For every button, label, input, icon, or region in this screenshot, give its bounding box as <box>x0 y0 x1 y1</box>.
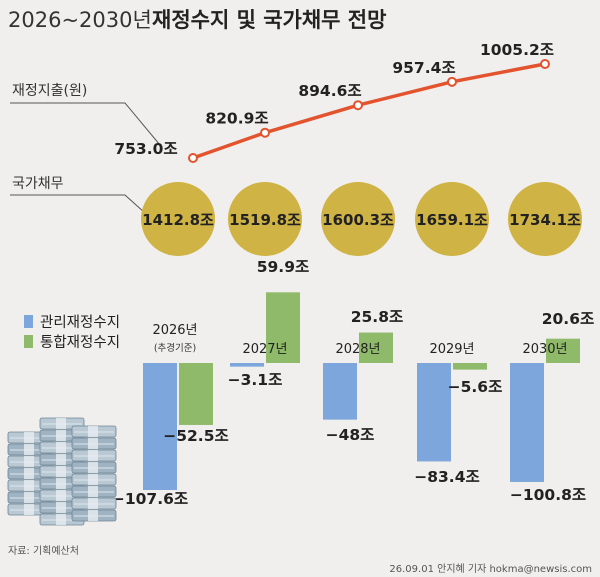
bar-integrated <box>546 338 580 363</box>
debt-value-label: 1600.3조 <box>322 211 394 229</box>
debt-value-label: 1519.8조 <box>229 211 301 229</box>
bar-integrated <box>179 363 213 425</box>
balance-bar-chart: 2026년 (추경기준) 2027년 2028년 2029년 2030년 −107.6조 −3… <box>112 258 594 508</box>
managed-value-label: −48조 <box>326 426 375 444</box>
bar-integrated <box>266 292 300 363</box>
footer-credit: 26.09.01 안지혜 기자 hokma@newsis.com <box>389 563 592 575</box>
expenditure-point <box>260 127 270 138</box>
bar-integrated <box>359 332 393 363</box>
expenditure-value-label: 1005.2조 <box>480 41 554 59</box>
title-years: 2026~2030년 <box>8 8 152 32</box>
debt-value-label: 1659.1조 <box>416 211 488 229</box>
footer-source: 자료: 기획예산처 <box>8 545 79 557</box>
year-label: 2027년 <box>242 342 287 357</box>
debt-circle <box>415 182 489 256</box>
managed-value-label: −107.6조 <box>112 490 188 508</box>
managed-value-label: −83.4조 <box>414 468 480 486</box>
debt-pointer <box>10 194 146 214</box>
label-debt: 국가채무 <box>12 176 64 192</box>
managed-value-label: −3.1조 <box>228 371 283 389</box>
debt-circle <box>141 182 215 256</box>
year-note: (추경기준) <box>154 342 196 354</box>
bar-managed <box>143 363 177 490</box>
debt-circle <box>228 182 302 256</box>
year-label: 2026년 <box>152 323 197 338</box>
label-expenditure: 재정지출(원) <box>12 83 87 99</box>
expenditure-value-label: 820.9조 <box>205 110 268 128</box>
expenditure-value-label: 753.0조 <box>114 140 177 158</box>
debt-circle <box>508 182 582 256</box>
debt-circles: 1412.8조 1519.8조 1600.3조 1659.1조 1734.1조 <box>141 182 582 256</box>
debt-value-label: 1734.1조 <box>509 211 581 229</box>
legend-managed: 관리재정수지 <box>40 314 120 331</box>
legend-integrated: 통합재정수지 <box>40 334 120 351</box>
expenditure-point <box>447 76 457 87</box>
bar-managed <box>323 363 357 420</box>
integrated-value-label: 59.9조 <box>257 258 310 276</box>
bar-managed <box>510 363 544 482</box>
expenditure-point <box>188 153 198 163</box>
expenditure-point <box>540 59 550 69</box>
bar-managed <box>230 363 264 367</box>
integrated-value-label: 25.8조 <box>351 308 404 326</box>
title-main: 재정수지 및 국가채무 전망 <box>152 8 386 32</box>
expenditure-value-label: 957.4조 <box>392 59 455 77</box>
managed-value-label: −100.8조 <box>510 486 586 504</box>
legend-swatch-integrated <box>24 335 33 348</box>
bar-integrated <box>453 363 487 370</box>
integrated-value-label: −52.5조 <box>163 427 229 445</box>
year-label: 2028년 <box>335 342 380 357</box>
expenditure-point <box>353 100 363 111</box>
integrated-value-label: −5.6조 <box>448 378 503 396</box>
debt-value-label: 1412.8조 <box>142 211 214 229</box>
year-label: 2030년 <box>522 342 567 357</box>
expenditure-line-chart: 753.0조 820.9조 894.6조 957.4조 1005.2조 <box>114 41 554 163</box>
bar-managed <box>417 363 451 462</box>
legend-swatch-managed <box>24 315 33 328</box>
integrated-value-label: 20.6조 <box>542 310 595 328</box>
debt-circle <box>321 182 395 256</box>
money-stack-illustration <box>7 417 117 526</box>
expenditure-pointer <box>10 102 161 146</box>
year-label: 2029년 <box>429 342 474 357</box>
expenditure-value-label: 894.6조 <box>298 82 361 100</box>
